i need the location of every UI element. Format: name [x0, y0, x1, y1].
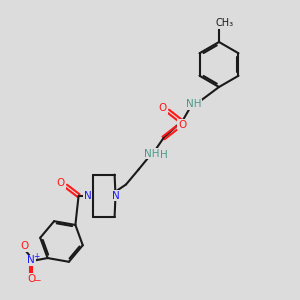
- Text: O: O: [56, 178, 65, 188]
- Text: NH: NH: [186, 99, 201, 110]
- Text: NH: NH: [144, 148, 159, 159]
- Text: O: O: [20, 241, 28, 251]
- Text: O: O: [27, 274, 35, 284]
- Text: N: N: [27, 255, 35, 266]
- Text: CH₃: CH₃: [215, 18, 233, 28]
- Text: −: −: [33, 275, 40, 284]
- Text: N: N: [112, 190, 119, 201]
- Text: O: O: [158, 103, 167, 113]
- Text: N: N: [84, 190, 92, 201]
- Text: H: H: [160, 150, 168, 160]
- Text: +: +: [33, 252, 40, 261]
- Text: O: O: [178, 119, 187, 130]
